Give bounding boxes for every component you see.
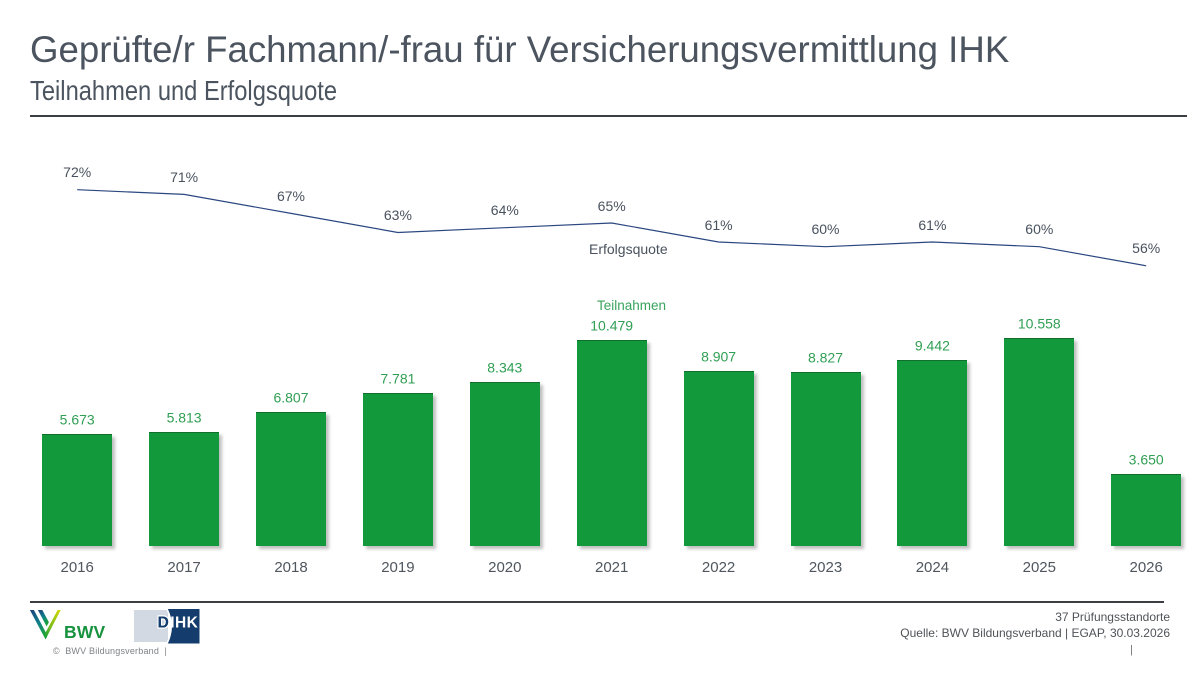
svg-text:D: D [158, 614, 169, 631]
svg-text:D: D [158, 614, 169, 631]
svg-text:IHK: IHK [170, 614, 198, 631]
